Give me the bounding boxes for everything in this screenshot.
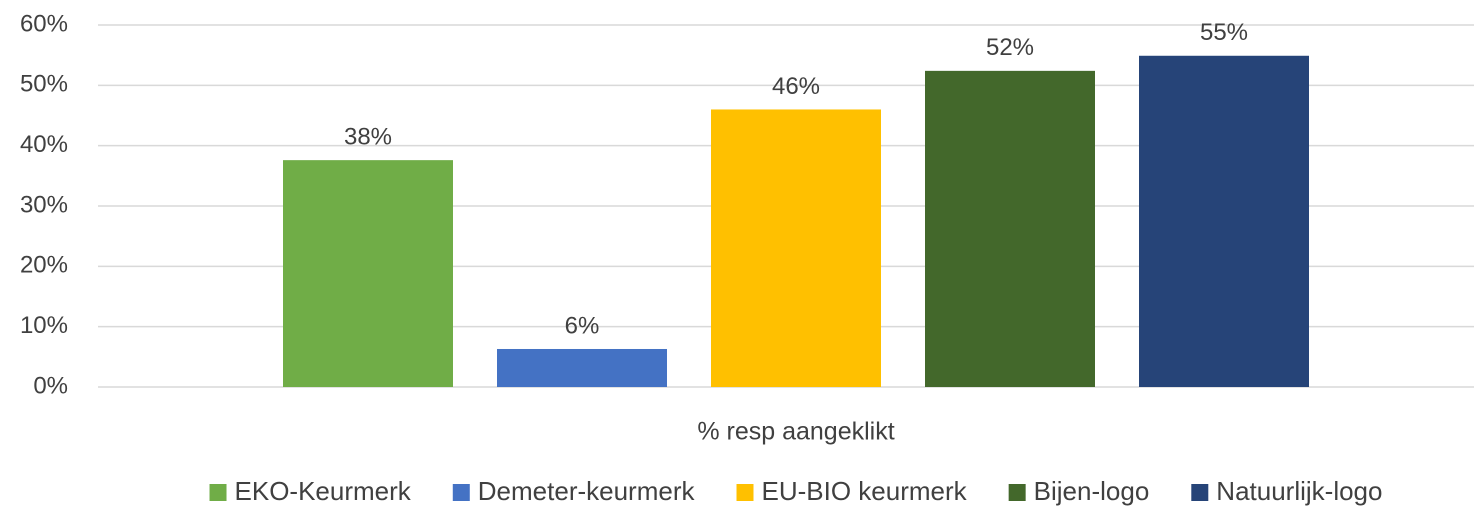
x-tick-label: % resp aangeklikt <box>697 418 894 446</box>
bar <box>711 109 881 387</box>
bar <box>925 70 1095 387</box>
data-label: 46% <box>772 73 820 100</box>
y-tick-label: 30% <box>20 191 68 218</box>
legend-swatch <box>1191 484 1209 501</box>
data-label: 6% <box>565 312 600 339</box>
y-tick-label: 10% <box>20 312 68 339</box>
legend-label: EKO-Keurmerk <box>235 476 412 506</box>
legend-label: Demeter-keurmerk <box>478 476 696 506</box>
y-tick-label: 40% <box>20 131 68 158</box>
y-tick-label: 50% <box>20 71 68 98</box>
y-tick-label: 0% <box>33 372 68 399</box>
legend-swatch <box>1008 484 1026 501</box>
legend-swatch <box>209 484 227 501</box>
y-tick-label: 60% <box>20 10 68 37</box>
legend-label: Bijen-logo <box>1034 476 1150 506</box>
bar <box>1139 55 1309 388</box>
legend-label: EU-BIO keurmerk <box>762 476 968 506</box>
data-label: 52% <box>986 34 1034 61</box>
bar <box>497 348 667 387</box>
data-label: 55% <box>1200 19 1248 46</box>
data-label: 38% <box>344 123 392 150</box>
bar <box>283 160 453 387</box>
legend-swatch <box>452 484 470 501</box>
legend-label: Natuurlijk-logo <box>1216 476 1382 506</box>
legend-swatch <box>736 484 754 501</box>
y-tick-label: 20% <box>20 252 68 279</box>
